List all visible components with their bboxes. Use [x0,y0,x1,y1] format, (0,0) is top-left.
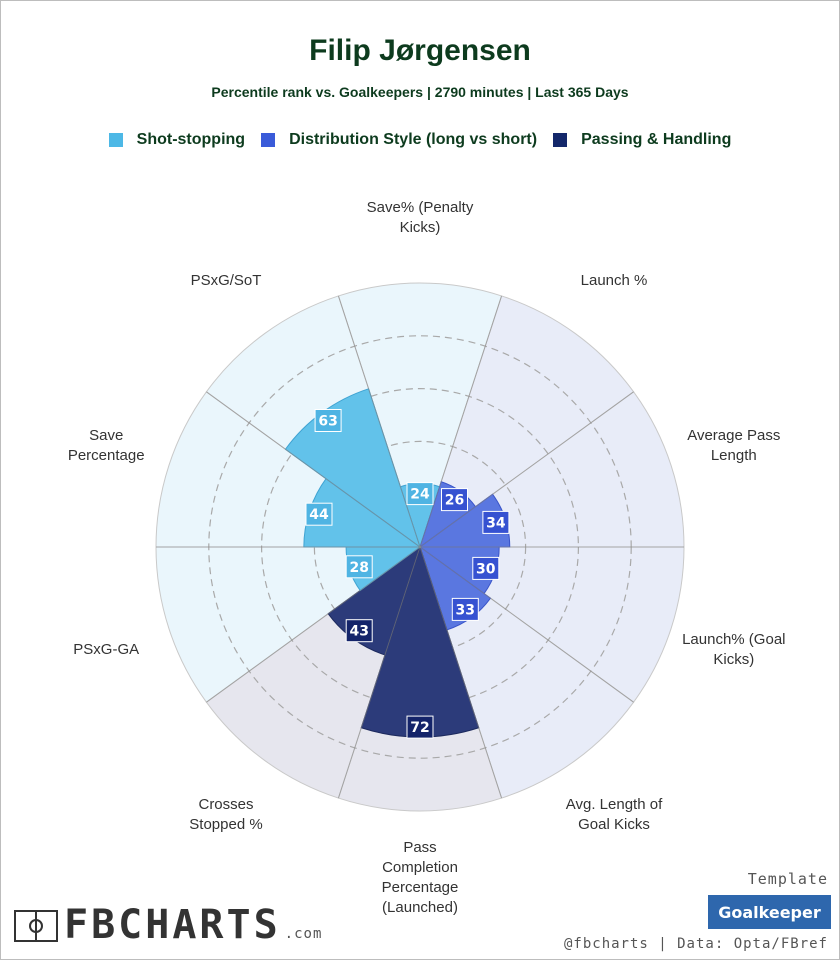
category-label: Crosses Stopped % [189,796,262,833]
template-badge: Goalkeeper [708,895,831,929]
value-label: 24 [410,487,430,503]
credits: @fbcharts | Data: Opta/FBref [564,936,828,952]
value-label: 33 [456,602,475,618]
value-label: 43 [349,624,368,640]
category-label: Launch % [581,272,648,289]
value-label: 63 [318,414,337,430]
value-label: 34 [486,515,506,531]
category-label: PSxG-GA [73,641,139,658]
brand-logo-block: FBCHARTS .com [14,908,322,942]
value-label: 30 [476,561,496,577]
template-label: Template [748,870,828,888]
category-label: Save% (Penalty Kicks) [367,199,474,236]
brand-suffix: .com [285,926,323,942]
value-label: 72 [410,720,429,736]
category-label: Avg. Length of Goal Kicks [566,796,663,833]
category-label: Launch% (Goal Kicks) [682,631,785,668]
value-label: 28 [349,560,368,576]
category-label: Save Percentage [68,427,145,464]
brand-name: FBCHARTS [64,908,281,942]
pitch-icon [14,910,58,942]
category-label: PSxG/SoT [191,272,262,289]
category-label: Average Pass Length [687,427,780,464]
polar-bar-chart: 24 26 34 30 33 72 43 28 44 63 Save% (Penalty Kicks)… [0,0,840,960]
category-label: Pass Completion Percentage (Launched) [382,839,459,916]
value-label: 44 [309,507,329,523]
value-label: 26 [445,493,464,509]
